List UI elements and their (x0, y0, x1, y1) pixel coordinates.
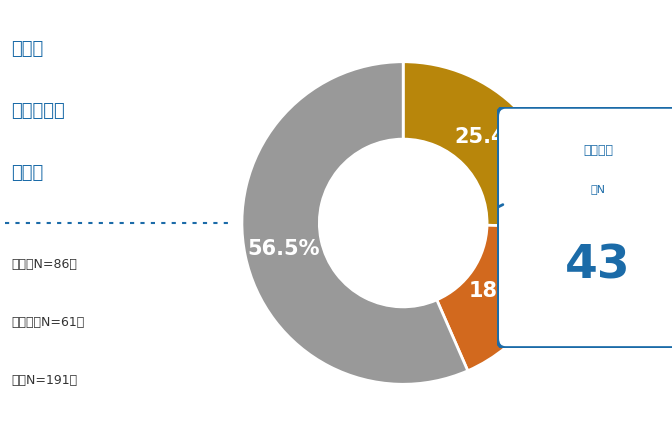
Text: の印象: の印象 (11, 165, 44, 182)
Text: 高時の: 高時の (11, 40, 44, 58)
Ellipse shape (376, 233, 431, 246)
Text: 18.0%: 18.0% (469, 281, 541, 301)
FancyBboxPatch shape (497, 107, 672, 348)
Text: 提供量き: 提供量き (583, 144, 613, 157)
Ellipse shape (382, 192, 424, 231)
Text: 56.5%: 56.5% (247, 239, 320, 259)
FancyArrowPatch shape (487, 205, 503, 213)
Text: （N: （N (591, 184, 605, 194)
Text: 感じる（N=61）: 感じる（N=61） (11, 316, 85, 329)
Text: 43: 43 (565, 244, 631, 289)
Text: ライス）の: ライス）の (11, 102, 65, 120)
Wedge shape (242, 62, 468, 384)
Circle shape (319, 139, 487, 307)
Wedge shape (437, 225, 564, 371)
Text: る（N=191）: る（N=191） (11, 374, 77, 387)
Ellipse shape (379, 220, 427, 249)
Wedge shape (403, 62, 564, 227)
Text: 25.4%: 25.4% (455, 128, 527, 148)
Text: じる（N=86）: じる（N=86） (11, 258, 77, 271)
